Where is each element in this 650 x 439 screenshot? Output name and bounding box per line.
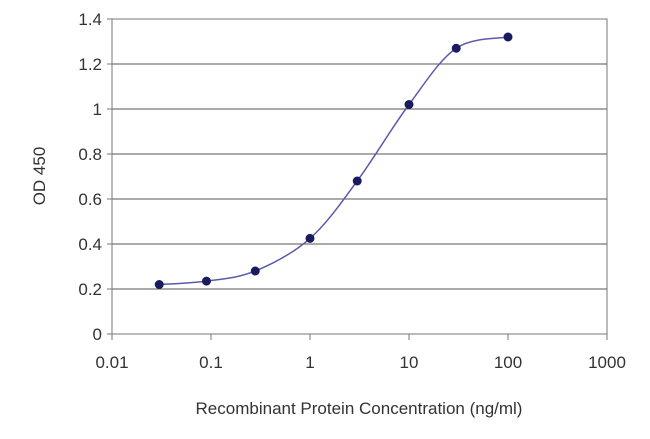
- data-point: [201, 276, 211, 286]
- grid-lines: [112, 63, 607, 290]
- tick-labels: 0 0.2 0.4 0.6 0.8 1 1.2 1.4 0.01 0.1 1 10 100 1000: [78, 10, 626, 372]
- data-point: [305, 233, 315, 243]
- fit-curve: [159, 36, 509, 286]
- axis-ticks: [107, 18, 608, 340]
- x-tick-label: 1: [305, 353, 314, 372]
- y-tick-label: 1.2: [78, 55, 102, 74]
- data-point: [352, 176, 362, 186]
- data-point: [154, 280, 164, 289]
- y-tick-label: 0.4: [78, 235, 102, 254]
- data-point: [250, 266, 260, 276]
- x-tick-label: 1000: [588, 353, 626, 372]
- data-point: [451, 43, 461, 53]
- x-tick-label: 0.1: [199, 353, 223, 372]
- data-point: [503, 32, 513, 42]
- x-tick-label: 10: [400, 353, 419, 372]
- data-points: [154, 32, 513, 289]
- x-axis-title: Recombinant Protein Concentration (ng/ml…: [196, 399, 523, 418]
- y-tick-label: 0.2: [78, 280, 102, 299]
- x-tick-label: 100: [494, 353, 522, 372]
- y-tick-label: 0.8: [78, 145, 102, 164]
- y-tick-label: 1: [93, 100, 102, 119]
- fit-curve-layer: [159, 36, 509, 286]
- data-point: [404, 100, 414, 109]
- y-axis-title: OD 450: [30, 147, 49, 206]
- y-tick-label: 0: [93, 325, 102, 344]
- y-tick-label: 1.4: [78, 10, 102, 29]
- plot-frame: [111, 18, 608, 335]
- y-tick-label: 0.6: [78, 190, 102, 209]
- x-tick-label: 0.01: [95, 353, 128, 372]
